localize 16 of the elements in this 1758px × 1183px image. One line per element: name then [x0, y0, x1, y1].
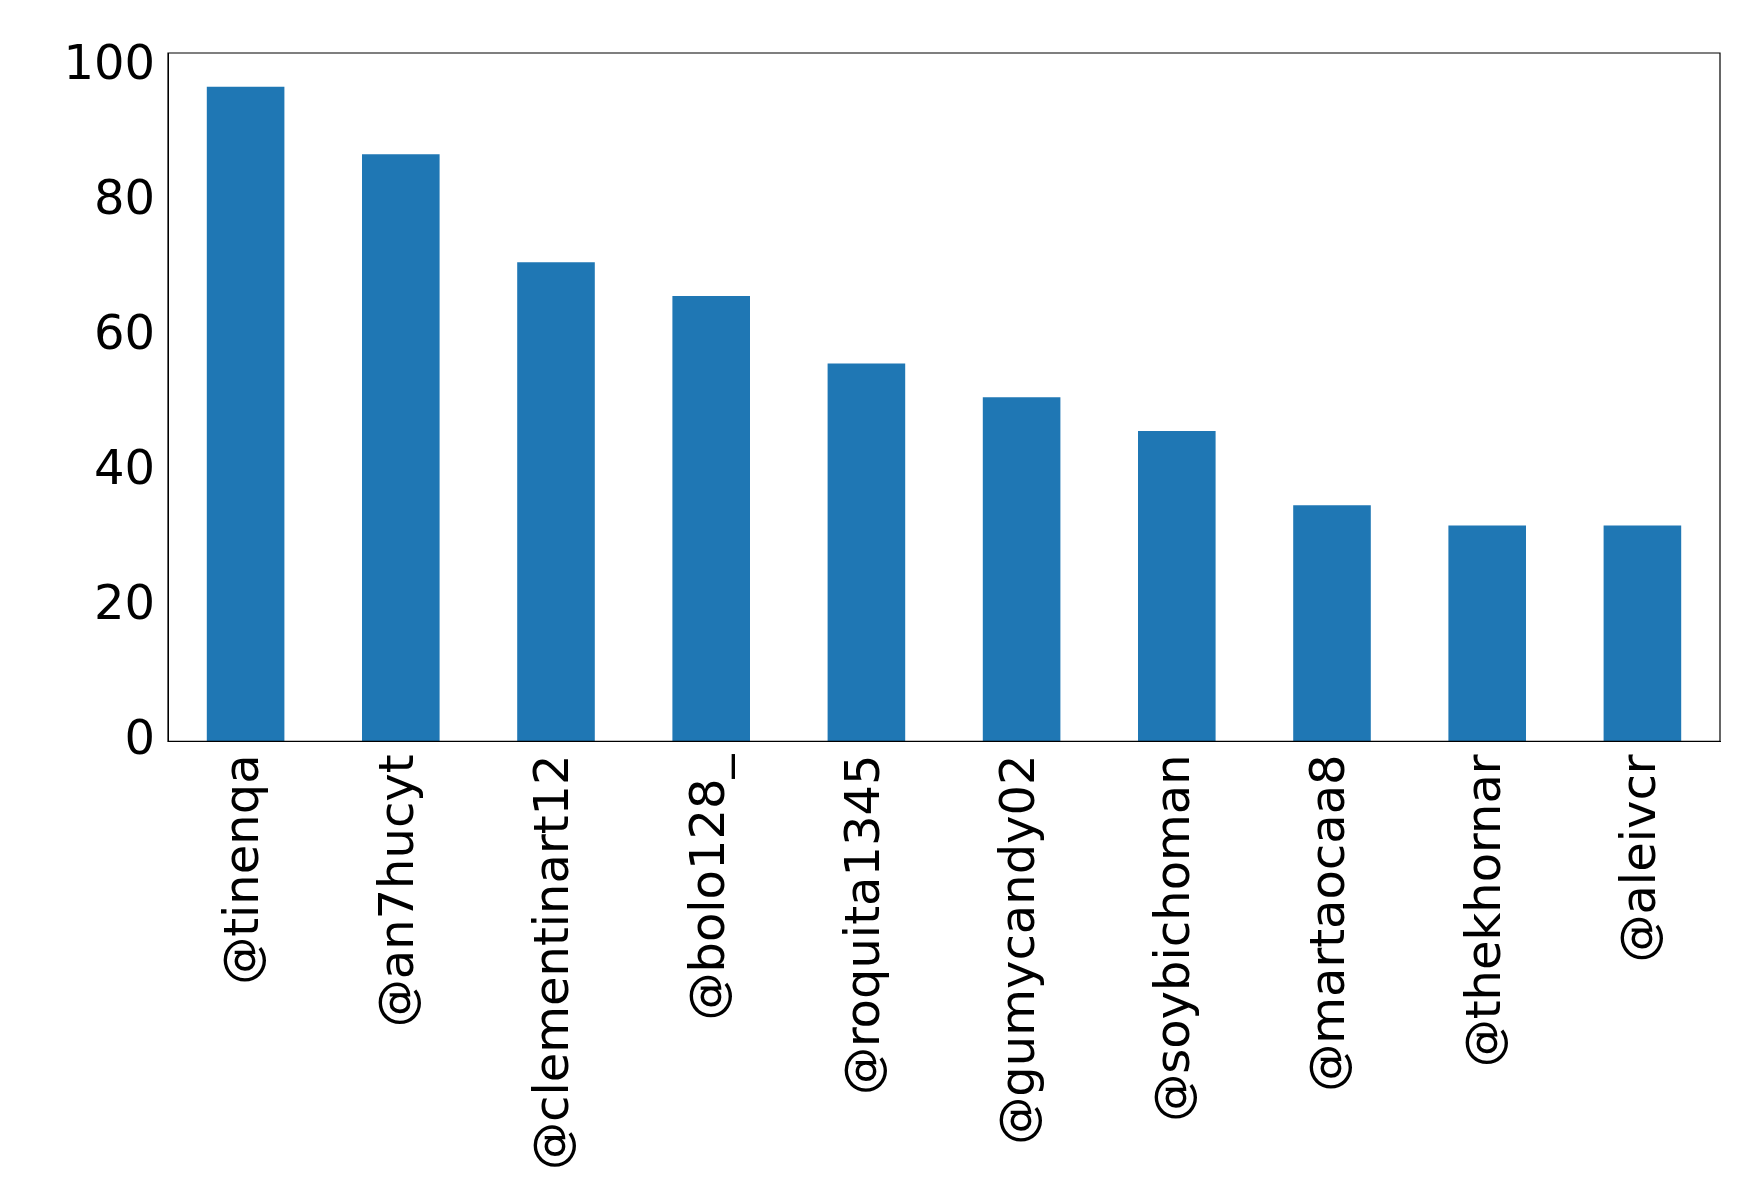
y-tick-label: 60: [93, 303, 155, 360]
x-tick-label: @roquita1345: [833, 754, 890, 1096]
x-tick-label: @gumycandy02: [989, 754, 1046, 1145]
x-tick-label: @thekhornar: [1454, 754, 1511, 1068]
x-tick-label: @martaocaa8: [1299, 754, 1356, 1092]
y-tick-label: 20: [93, 573, 155, 630]
x-tick-label: @bolo128_: [678, 753, 735, 1021]
x-tick-label: @aleivcr: [1609, 754, 1666, 963]
x-tick-label: @tinenqa: [213, 754, 270, 985]
x-tick-label: @an7hucyt: [368, 754, 425, 1028]
x-tick-label: @clementinart12: [523, 754, 580, 1170]
y-tick-label: 0: [124, 708, 155, 765]
x-tick-label: @soybichoman: [1144, 754, 1201, 1122]
y-tick-label: 100: [63, 33, 155, 90]
y-tick-label: 80: [93, 168, 155, 225]
y-tick-label: 40: [93, 438, 155, 495]
